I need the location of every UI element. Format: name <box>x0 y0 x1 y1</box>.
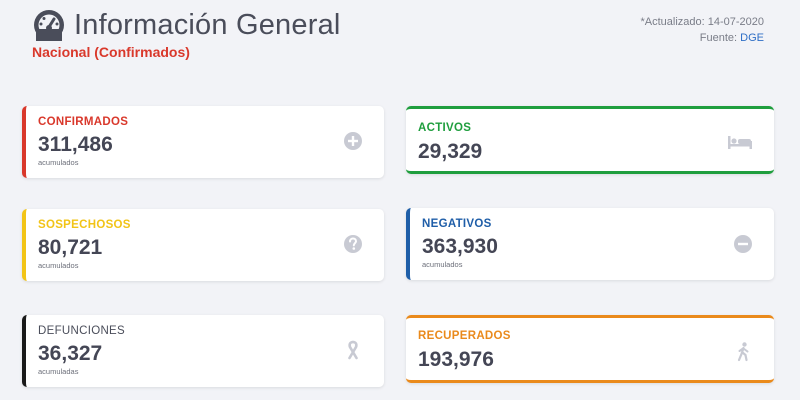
card-label: DEFUNCIONES <box>38 325 126 337</box>
card-value: 311,486 <box>38 133 113 156</box>
card-note: acumulados <box>38 261 79 270</box>
question-circle-icon <box>344 235 362 253</box>
updated-date: *Actualizado: 14-07-2020 <box>640 16 764 28</box>
page-header: Información General Nacional (Confirmado… <box>32 8 341 61</box>
card-negativos: NEGATIVOS 363,930 acumulados <box>406 208 774 280</box>
title-row: Información General <box>32 8 341 42</box>
page-subtitle: Nacional (Confirmados) <box>32 44 190 60</box>
card-note: acumulados <box>422 260 463 269</box>
card-label: NEGATIVOS <box>422 218 492 230</box>
card-activos: ACTIVOS 29,329 <box>406 106 774 174</box>
card-value: 29,329 <box>418 140 483 163</box>
card-value: 80,721 <box>38 236 103 259</box>
card-confirmados: CONFIRMADOS 311,486 acumulados <box>22 106 384 178</box>
ribbon-icon <box>348 340 358 360</box>
card-sospechosos: SOSPECHOSOS 80,721 acumulados <box>22 209 384 281</box>
source-link[interactable]: DGE <box>740 32 764 44</box>
page-title: Información General <box>74 8 341 41</box>
dashboard-gauge-icon <box>34 10 64 41</box>
card-value: 193,976 <box>418 348 494 371</box>
walking-person-icon <box>737 342 749 362</box>
card-label: RECUPERADOS <box>418 330 511 342</box>
source-prefix: Fuente: <box>699 32 741 44</box>
update-info: *Actualizado: 14-07-2020 Fuente: DGE <box>640 14 764 46</box>
card-note: acumulados <box>38 158 79 167</box>
card-defunciones: DEFUNCIONES 36,327 acumuladas <box>22 315 384 387</box>
minus-circle-icon <box>734 235 752 253</box>
bed-icon <box>728 136 752 149</box>
data-source: Fuente: DGE <box>640 30 764 46</box>
card-recuperados: RECUPERADOS 193,976 <box>406 315 774 383</box>
card-label: CONFIRMADOS <box>38 116 129 128</box>
card-note: acumuladas <box>38 367 79 376</box>
card-value: 36,327 <box>38 342 103 365</box>
card-value: 363,930 <box>422 235 498 258</box>
card-label: SOSPECHOSOS <box>38 219 131 231</box>
card-label: ACTIVOS <box>418 122 472 134</box>
plus-circle-icon <box>344 132 362 150</box>
